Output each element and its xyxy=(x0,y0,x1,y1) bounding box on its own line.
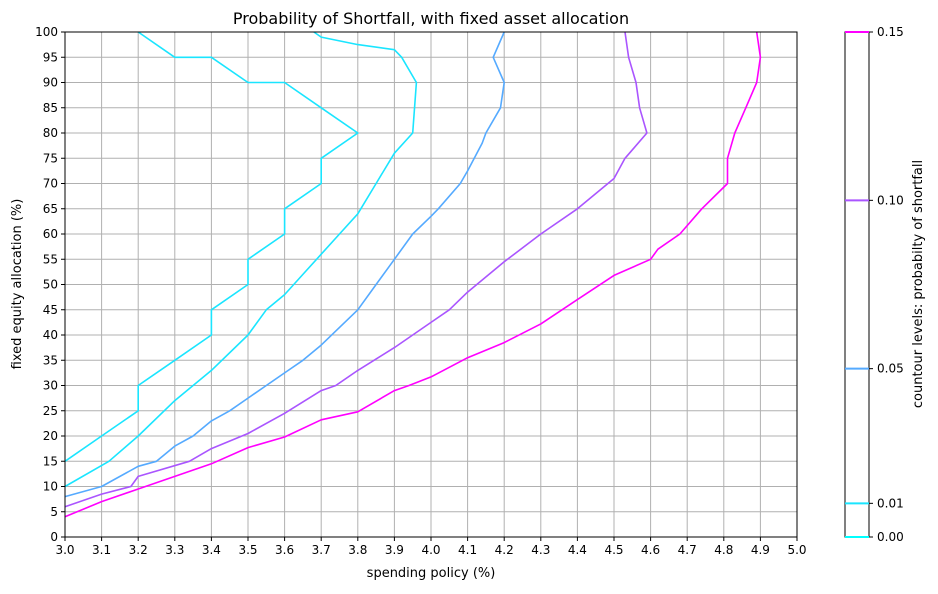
y-tick-label: 10 xyxy=(43,480,58,494)
y-tick-label: 30 xyxy=(43,379,58,393)
x-tick-label: 4.9 xyxy=(751,543,770,557)
x-tick-label: 3.6 xyxy=(275,543,294,557)
y-tick-label: 45 xyxy=(43,303,58,317)
x-tick-label: 4.8 xyxy=(714,543,733,557)
colorbar-tick-label: 0.00 xyxy=(877,530,904,544)
x-tick-label: 3.4 xyxy=(202,543,221,557)
x-tick-label: 3.3 xyxy=(165,543,184,557)
contour-line-3 xyxy=(64,31,648,508)
y-axis-ticks: 0 5 10 15 20 25 30 35 40 45 50 55 60 65 70 75 80 85 90 95 10… xyxy=(35,25,65,544)
y-tick-label: 20 xyxy=(43,429,58,443)
x-tick-label: 3.5 xyxy=(238,543,257,557)
y-tick-label: 55 xyxy=(43,252,58,266)
x-tick-label: 4.4 xyxy=(568,543,587,557)
y-tick-label: 0 xyxy=(50,530,58,544)
x-tick-label: 4.7 xyxy=(678,543,697,557)
y-tick-label: 100 xyxy=(35,25,58,39)
y-tick-label: 15 xyxy=(43,454,58,468)
x-tick-label: 4.2 xyxy=(495,543,514,557)
y-tick-label: 40 xyxy=(43,328,58,342)
colorbar: 0.00 0.01 0.05 0.10 0.15 xyxy=(844,25,904,544)
x-tick-label: 3.1 xyxy=(92,543,111,557)
y-tick-label: 80 xyxy=(43,126,58,140)
x-tick-label: 3.0 xyxy=(55,543,74,557)
contour-line-2 xyxy=(64,31,506,498)
y-tick-label: 70 xyxy=(43,177,58,191)
x-tick-label: 4.3 xyxy=(531,543,550,557)
y-axis-label: fixed equity allocation (%) xyxy=(10,199,25,370)
y-tick-label: 90 xyxy=(43,76,58,90)
colorbar-frame xyxy=(844,31,870,538)
chart-title: Probability of Shortfall, with fixed ass… xyxy=(233,9,629,28)
x-tick-label: 3.2 xyxy=(129,543,148,557)
x-tick-label: 4.0 xyxy=(421,543,440,557)
colorbar-tick-label: 0.05 xyxy=(877,362,904,376)
contour-line-1 xyxy=(64,31,418,488)
x-tick-label: 4.5 xyxy=(604,543,623,557)
y-tick-label: 65 xyxy=(43,202,58,216)
contour-lines xyxy=(64,31,762,518)
x-tick-label: 3.7 xyxy=(312,543,331,557)
x-axis-label: spending policy (%) xyxy=(367,566,496,581)
x-tick-label: 3.9 xyxy=(385,543,404,557)
colorbar-label: countour levels: probabilty of shortfall xyxy=(911,160,926,408)
colorbar-tick-label: 0.01 xyxy=(877,496,904,510)
y-tick-label: 75 xyxy=(43,151,58,165)
colorbar-tick-label: 0.10 xyxy=(877,193,904,207)
contour-line-4 xyxy=(64,31,762,518)
x-axis-ticks: 3.0 3.1 3.2 3.3 3.4 3.5 3.6 3.7 3.8 3.9 4.0 4.1 4.2 4… xyxy=(55,537,807,557)
y-tick-label: 60 xyxy=(43,227,58,241)
grid xyxy=(64,31,798,538)
y-tick-label: 35 xyxy=(43,353,58,367)
y-tick-label: 50 xyxy=(43,278,58,292)
x-tick-label: 4.1 xyxy=(458,543,477,557)
x-tick-label: 5.0 xyxy=(787,543,806,557)
y-tick-label: 5 xyxy=(50,505,58,519)
y-tick-label: 95 xyxy=(43,50,58,64)
x-tick-label: 3.8 xyxy=(348,543,367,557)
y-tick-label: 25 xyxy=(43,404,58,418)
contour-line-0 xyxy=(64,31,359,462)
y-tick-label: 85 xyxy=(43,101,58,115)
colorbar-tick-label: 0.15 xyxy=(877,25,904,39)
x-tick-label: 4.6 xyxy=(641,543,660,557)
